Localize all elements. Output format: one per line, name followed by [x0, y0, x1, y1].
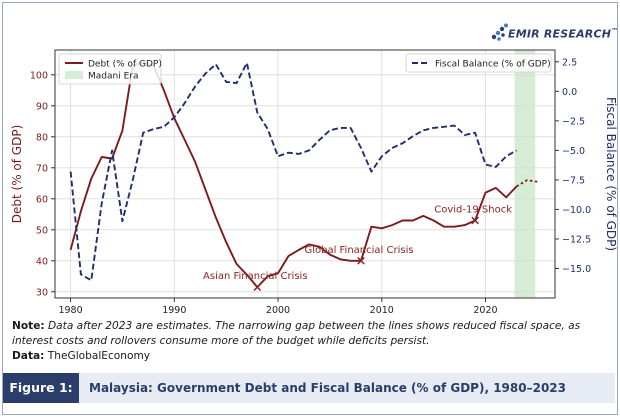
figure-caption-bar: Figure 1: Malaysia: Government Debt and … — [3, 373, 615, 403]
y-left-axis-title: Debt (% of GDP) — [10, 125, 24, 224]
x-tick-label: 1980 — [58, 305, 82, 316]
brand-trademark: ™ — [611, 27, 619, 35]
figure-label: Figure 1: — [3, 373, 79, 403]
figure-title: Malaysia: Government Debt and Fiscal Bal… — [89, 381, 566, 395]
legend-right-box — [405, 53, 552, 73]
y-right-tick-label: 0.0 — [562, 87, 577, 98]
y-right-tick-label: −10.0 — [562, 205, 591, 216]
y-left-tick-label: 60 — [36, 194, 48, 205]
y-right-tick-label: −5.0 — [562, 146, 585, 157]
y-left-tick-label: 80 — [36, 132, 48, 143]
legend-madani-swatch — [65, 71, 83, 79]
series-line-0 — [69, 61, 518, 289]
y-right-tick-label: −15.0 — [562, 264, 591, 275]
annotation-marker — [357, 256, 365, 265]
y-left-tick-label: 100 — [30, 70, 48, 81]
annotation-label: Global Financial Crisis — [304, 245, 413, 256]
y-left-tick-label: 40 — [36, 256, 48, 267]
annotation-label: Covid-19 Shock — [434, 205, 512, 216]
y-right-tick-label: −12.5 — [562, 234, 591, 245]
madani-era-band — [514, 50, 536, 298]
legend-left-box — [58, 53, 162, 85]
data-source: Data: TheGlobalEconomy — [12, 350, 150, 362]
chart-note: Note: Data after 2023 are estimates. The… — [12, 319, 608, 349]
series-line-1 — [516, 179, 538, 188]
brand-name: EMIR RESEARCH™ — [508, 27, 619, 41]
legend-debt-label: Debt (% of GDP) — [88, 60, 162, 70]
plot-area — [54, 49, 556, 299]
note-text: Data after 2023 are estimates. The narro… — [12, 320, 581, 347]
y-right-tick-label: 2.5 — [562, 57, 577, 68]
legend-left: Debt (% of GDP) Madani Era — [58, 53, 162, 85]
brand-logo-icon — [491, 23, 508, 41]
legend-madani-label: Madani Era — [88, 72, 138, 82]
x-tick-label: 2000 — [266, 305, 290, 316]
x-tick-label: 2010 — [370, 305, 394, 316]
x-tick-label: 1990 — [162, 305, 186, 316]
series-line-2 — [69, 62, 518, 282]
y-left-tick-label: 50 — [36, 225, 48, 236]
source-text: TheGlobalEconomy — [47, 350, 151, 362]
legend-right: Fiscal Balance (% of GDP) — [405, 53, 552, 73]
annotation-label: Asian Financial Crisis — [203, 271, 308, 282]
y-left-tick-label: 70 — [36, 163, 48, 174]
note-label: Note: — [12, 320, 45, 332]
x-tick-label: 2020 — [473, 305, 497, 316]
y-left-tick-label: 30 — [36, 287, 48, 298]
legend-fiscal-label: Fiscal Balance (% of GDP) — [435, 60, 551, 70]
annotation-marker — [471, 216, 479, 225]
y-left-tick-label: 90 — [36, 101, 48, 112]
y-right-tick-label: −7.5 — [562, 175, 585, 186]
annotation-marker — [253, 283, 262, 291]
source-label: Data: — [12, 350, 45, 362]
y-right-axis-title: Fiscal Balance (% of GDP) — [604, 97, 618, 251]
y-right-tick-label: −2.5 — [562, 116, 585, 127]
chart: 1980 1990 2000 2010 2020 30 40 50 60 70 80 90 100 2.5… — [10, 49, 618, 316]
